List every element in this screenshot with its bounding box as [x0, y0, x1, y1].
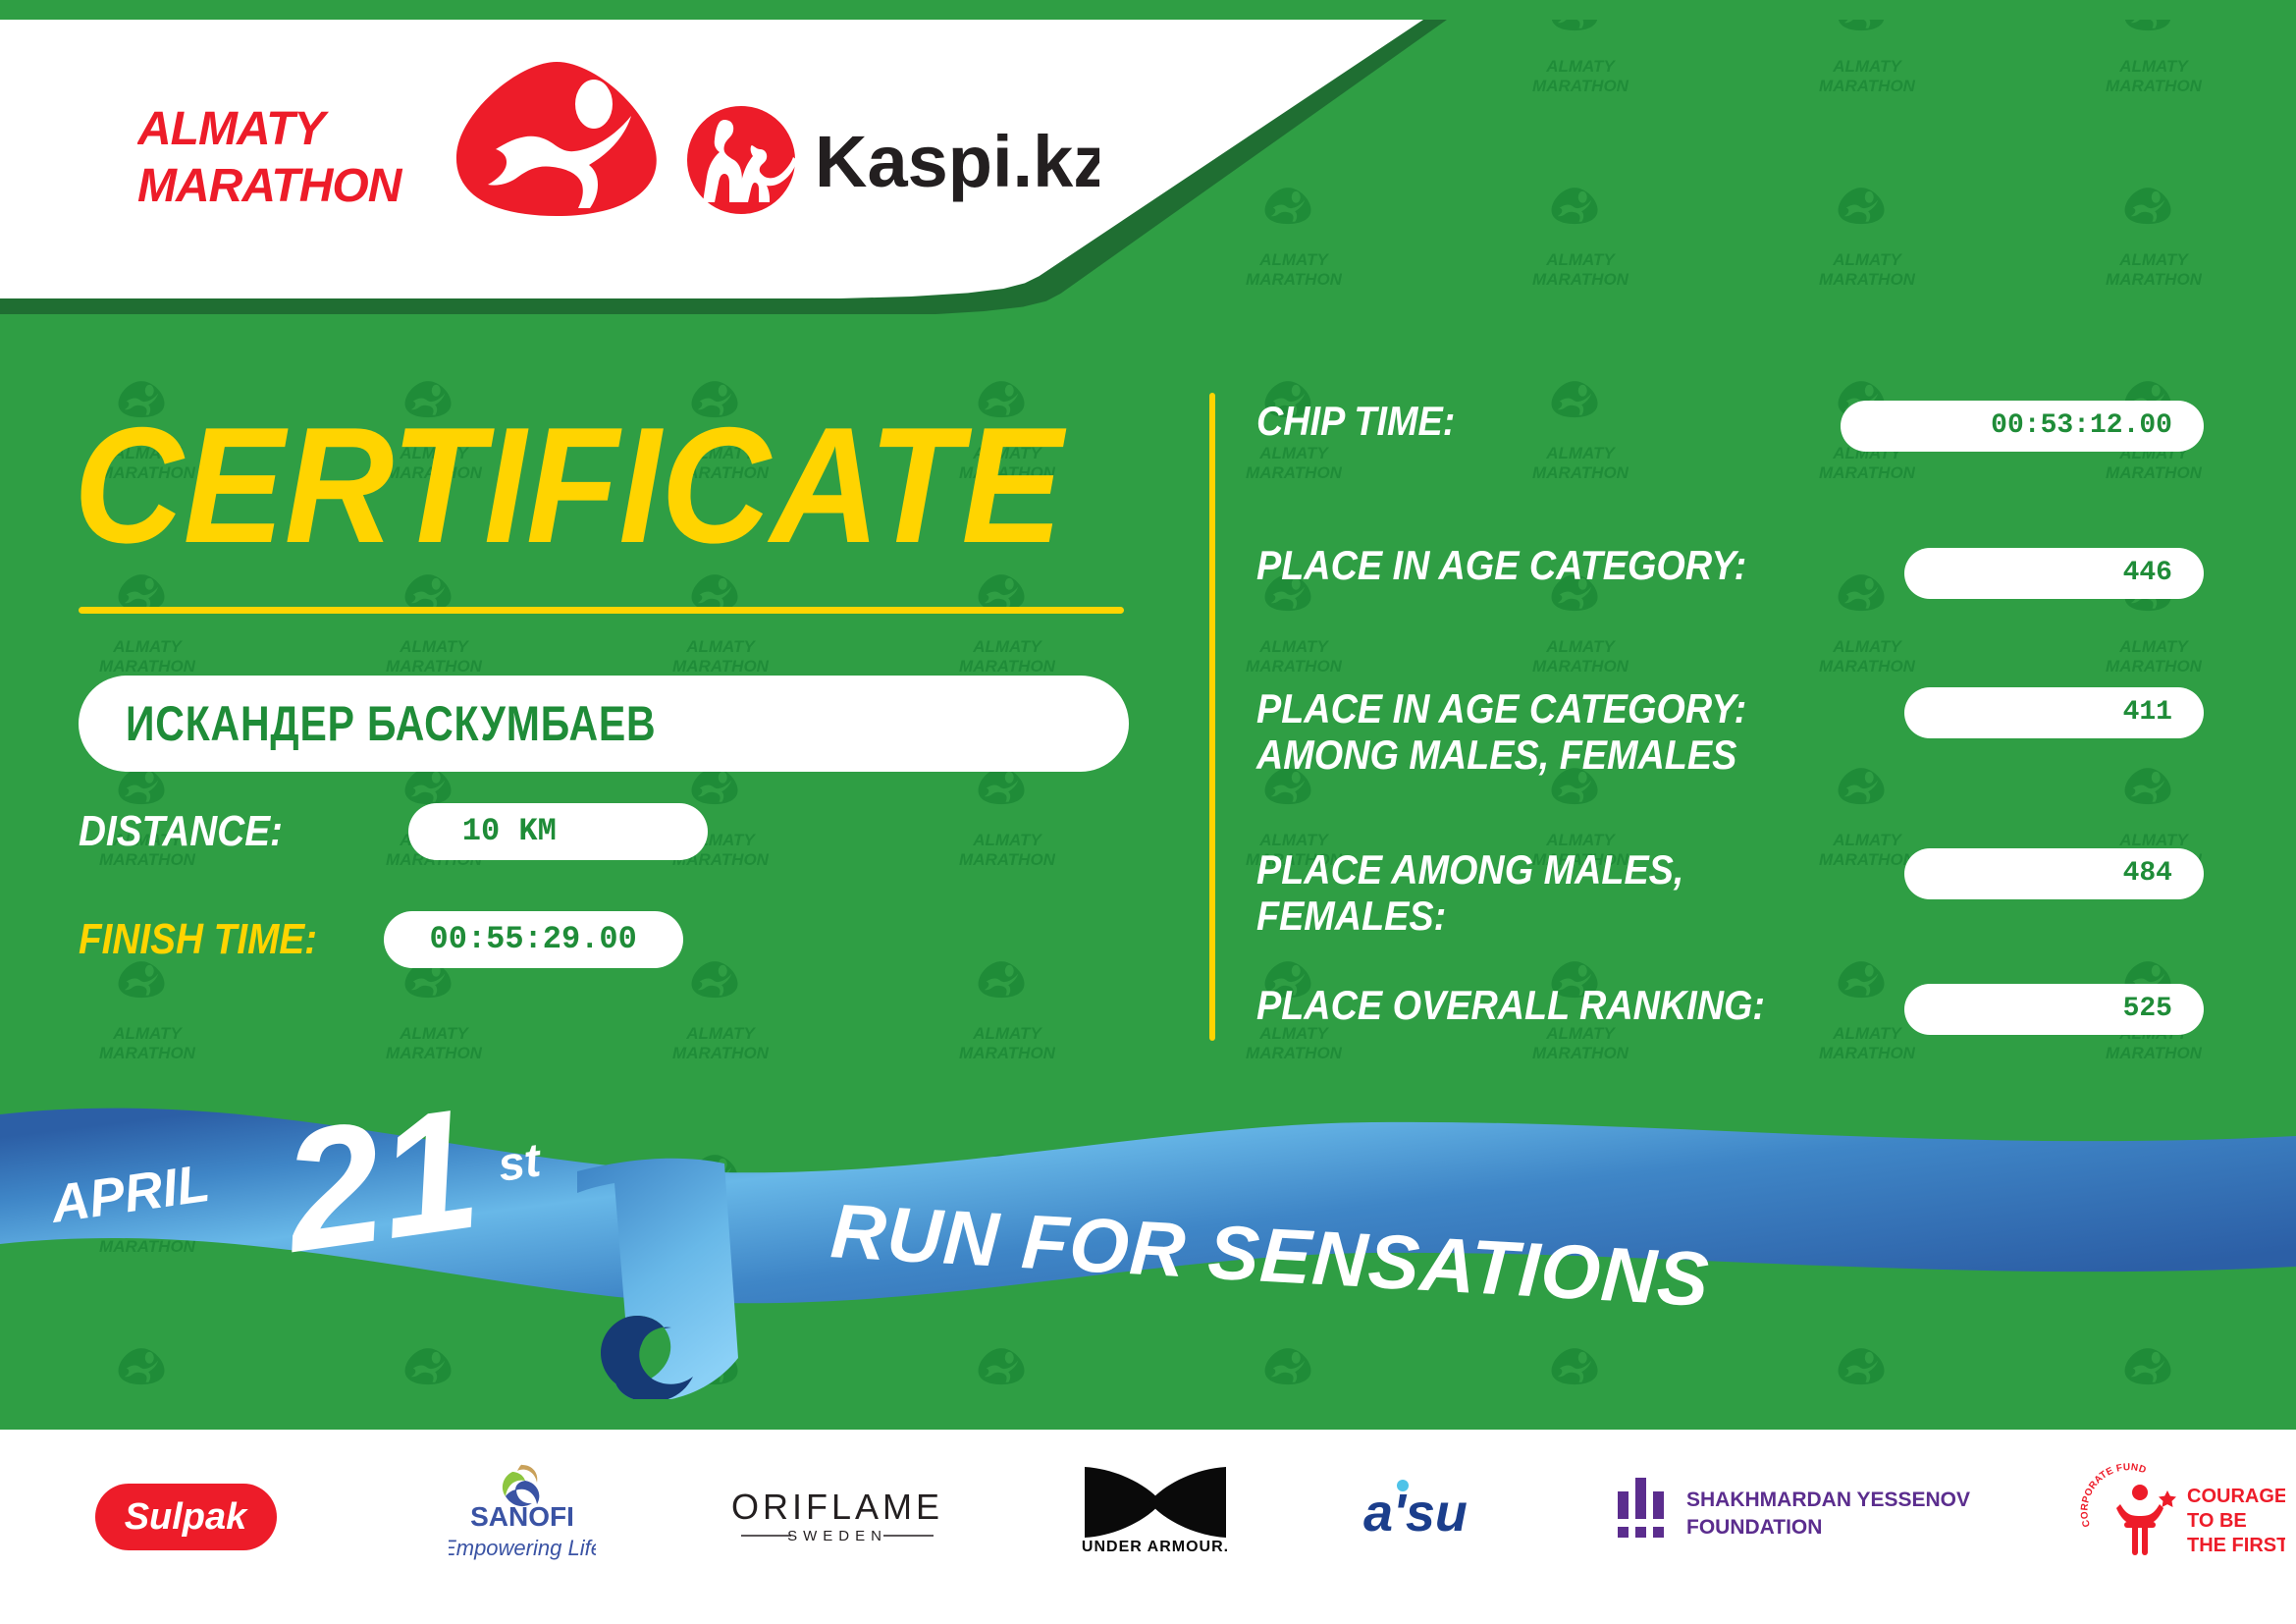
svg-text:Sulpak: Sulpak	[125, 1496, 248, 1538]
svg-text:Kaspi.kz: Kaspi.kz	[815, 121, 1099, 202]
svg-text:UNDER ARMOUR.: UNDER ARMOUR.	[1082, 1539, 1229, 1555]
svg-text:MARATHON: MARATHON	[137, 160, 403, 212]
svg-text:SWEDEN: SWEDEN	[787, 1528, 887, 1544]
svg-text:RUN FOR SENSATIONS: RUN FOR SENSATIONS	[828, 1187, 1712, 1323]
svg-text:APRIL: APRIL	[45, 1154, 213, 1234]
svg-text:ALMATY: ALMATY	[137, 103, 329, 155]
svg-text:FOUNDATION: FOUNDATION	[1686, 1516, 1822, 1539]
svg-text:a'su: a'su	[1363, 1484, 1468, 1543]
svg-text:21: 21	[270, 1105, 489, 1289]
svg-text:SHAKHMARDAN YESSENOV: SHAKHMARDAN YESSENOV	[1686, 1489, 1970, 1511]
svg-text:ORIFLAME: ORIFLAME	[731, 1487, 943, 1527]
svg-text:TO BE: TO BE	[2187, 1510, 2247, 1532]
svg-text:COURAGE: COURAGE	[2187, 1486, 2285, 1507]
svg-text:Empowering Life: Empowering Life	[449, 1536, 596, 1560]
svg-text:THE FIRST!: THE FIRST!	[2187, 1535, 2285, 1556]
svg-text:st: st	[495, 1134, 546, 1192]
svg-text:SANOFI: SANOFI	[470, 1501, 574, 1532]
